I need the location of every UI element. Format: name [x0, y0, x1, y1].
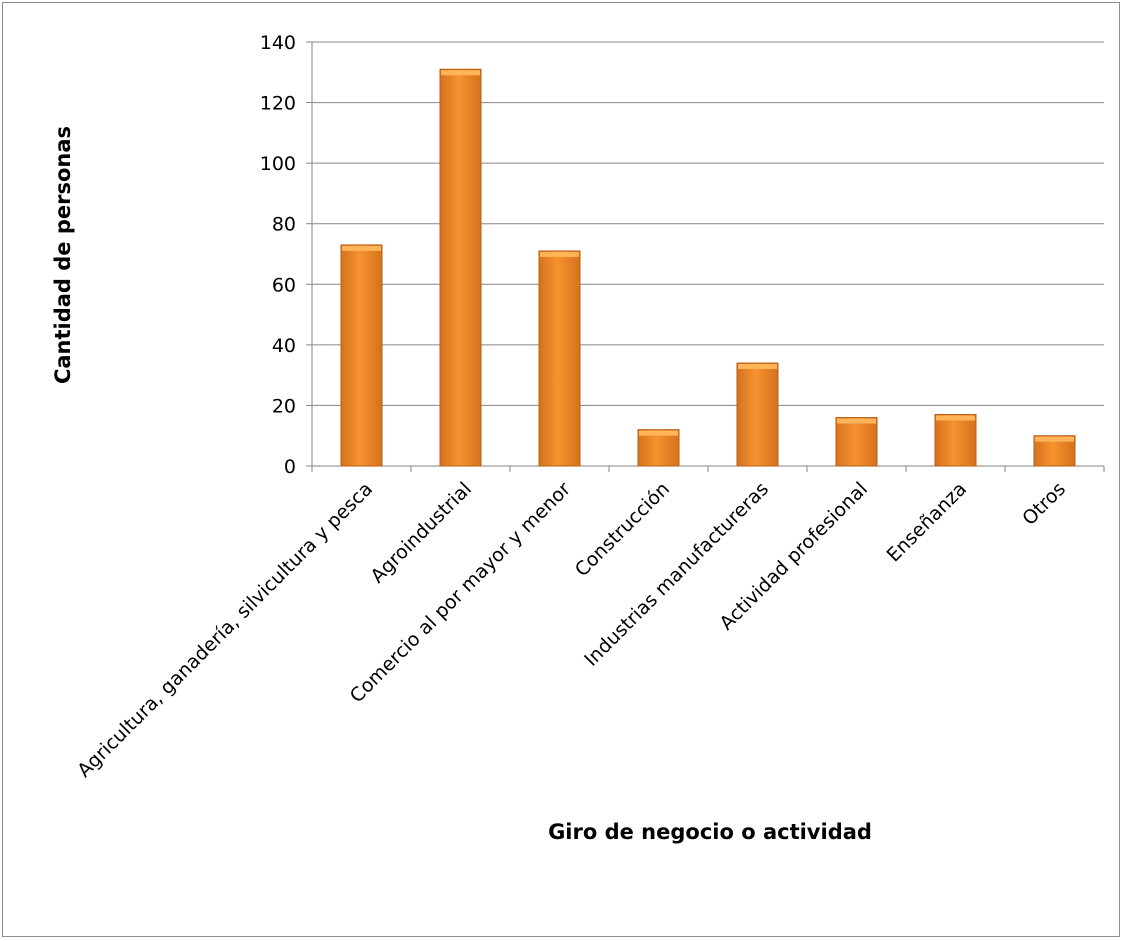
bar-body: [439, 68, 482, 467]
y-tick-label: 100: [260, 153, 296, 175]
x-axis-title: Giro de negocio o actividad: [548, 820, 872, 844]
bar-2: [439, 68, 482, 467]
x-category-label: Industrias manufactureras: [580, 478, 773, 671]
bar-5: [736, 362, 779, 467]
bar-body: [340, 244, 383, 467]
y-tick-label: 0: [284, 456, 296, 478]
bar-highlight: [837, 418, 876, 424]
bar-highlight: [342, 245, 381, 251]
bar-3: [538, 250, 581, 467]
bar-highlight: [738, 364, 777, 370]
bar-body: [736, 362, 779, 467]
gridlines: [306, 41, 1105, 472]
bar-body: [637, 429, 680, 467]
bar-highlight: [441, 70, 480, 76]
bar-body: [538, 250, 581, 467]
bar-1: [340, 244, 383, 467]
x-category-label: Otros: [1018, 478, 1070, 530]
bar-body: [835, 417, 878, 467]
y-tick-label: 40: [272, 335, 296, 357]
x-axis-categories: Agricultura, ganadería, silvicultura y p…: [73, 478, 1070, 782]
bar-7: [934, 414, 977, 467]
y-tick-label: 140: [260, 32, 296, 54]
x-category-label: Agroindustrial: [367, 478, 477, 588]
bars: [340, 68, 1076, 467]
bar-4: [637, 429, 680, 467]
y-tick-label: 120: [260, 93, 296, 115]
x-category-label: Comercio al por mayor y menor: [346, 478, 575, 707]
y-axis-ticks: 0 20 40 60 80 100 120 140: [260, 32, 296, 478]
bar-body: [934, 414, 977, 467]
y-axis-title: Cantidad de personas: [51, 126, 75, 384]
bar-highlight: [540, 251, 579, 257]
y-tick-label: 80: [272, 214, 296, 236]
bar-highlight: [639, 430, 678, 436]
x-category-label: Construcción: [571, 478, 674, 581]
bar-highlight: [1035, 436, 1074, 442]
x-category-label: Agricultura, ganadería, silvicultura y p…: [73, 478, 377, 782]
y-tick-label: 20: [272, 395, 296, 417]
y-tick-label: 60: [272, 274, 296, 296]
bar-8: [1033, 435, 1076, 467]
x-category-label: Enseñanza: [883, 478, 971, 566]
bar-highlight: [936, 415, 975, 421]
bar-6: [835, 417, 878, 467]
